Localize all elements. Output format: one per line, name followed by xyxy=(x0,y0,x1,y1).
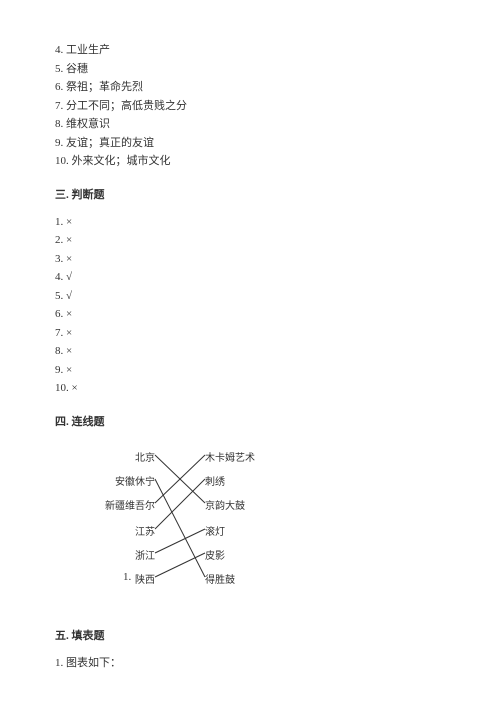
judge-block: 1. × 2. × 3. × 4. √ 5. √ 6. × 7. × 8. × … xyxy=(55,214,445,397)
judge-item: 7. × xyxy=(55,325,445,342)
judge-item: 10. × xyxy=(55,380,445,397)
match-line xyxy=(155,479,205,577)
match-left-item: 新疆维吾尔 xyxy=(105,497,155,512)
judge-item: 8. × xyxy=(55,343,445,360)
judge-item: 1. × xyxy=(55,214,445,231)
match-line xyxy=(155,479,205,529)
match-right-item: 皮影 xyxy=(205,547,225,562)
judge-item: 5. √ xyxy=(55,288,445,305)
match-one-prefix: 1. xyxy=(123,571,131,583)
match-left-col: 北京 安徽休宁 新疆维吾尔 江苏 浙江 1. 陕西 xyxy=(65,441,155,611)
section5-item: 1. 图表如下： xyxy=(55,655,445,672)
judge-item: 2. × xyxy=(55,232,445,249)
match-left-item: 江苏 xyxy=(135,523,155,538)
fill-item: 7. 分工不同；高低贵贱之分 xyxy=(55,98,445,115)
match-left-item: 安徽休宁 xyxy=(115,473,155,488)
fill-answers-block: 4. 工业生产 5. 谷穗 6. 祭祖；革命先烈 7. 分工不同；高低贵贱之分 … xyxy=(55,42,445,170)
judge-item: 9. × xyxy=(55,362,445,379)
matching-diagram: 北京 安徽休宁 新疆维吾尔 江苏 浙江 1. 陕西 木卡姆艺术 刺绣 京韵大鼓 … xyxy=(65,441,325,611)
match-right-col: 木卡姆艺术 刺绣 京韵大鼓 滚灯 皮影 得胜鼓 xyxy=(205,441,305,611)
section4-heading: 四. 连线题 xyxy=(55,413,445,429)
match-left-item: 北京 xyxy=(135,449,155,464)
match-line xyxy=(155,529,205,553)
match-right-item: 木卡姆艺术 xyxy=(205,449,255,464)
fill-item: 4. 工业生产 xyxy=(55,42,445,59)
page-content: 4. 工业生产 5. 谷穗 6. 祭祖；革命先烈 7. 分工不同；高低贵贱之分 … xyxy=(0,0,500,713)
match-left-item: 1. 陕西 xyxy=(135,571,155,586)
fill-item: 8. 维权意识 xyxy=(55,116,445,133)
judge-item: 4. √ xyxy=(55,269,445,286)
match-left-item: 浙江 xyxy=(135,547,155,562)
section3-heading: 三. 判断题 xyxy=(55,186,445,202)
match-right-item: 刺绣 xyxy=(205,473,225,488)
fill-item: 10. 外来文化；城市文化 xyxy=(55,153,445,170)
match-right-item: 得胜鼓 xyxy=(205,571,235,586)
match-right-item: 京韵大鼓 xyxy=(205,497,245,512)
fill-item: 9. 友谊；真正的友谊 xyxy=(55,135,445,152)
section5-heading: 五. 填表题 xyxy=(55,627,445,643)
judge-item: 3. × xyxy=(55,251,445,268)
match-left-last-label: 陕西 xyxy=(135,575,155,586)
judge-item: 6. × xyxy=(55,306,445,323)
fill-item: 5. 谷穗 xyxy=(55,61,445,78)
match-right-item: 滚灯 xyxy=(205,523,225,538)
fill-item: 6. 祭祖；革命先烈 xyxy=(55,79,445,96)
match-line xyxy=(155,553,205,577)
